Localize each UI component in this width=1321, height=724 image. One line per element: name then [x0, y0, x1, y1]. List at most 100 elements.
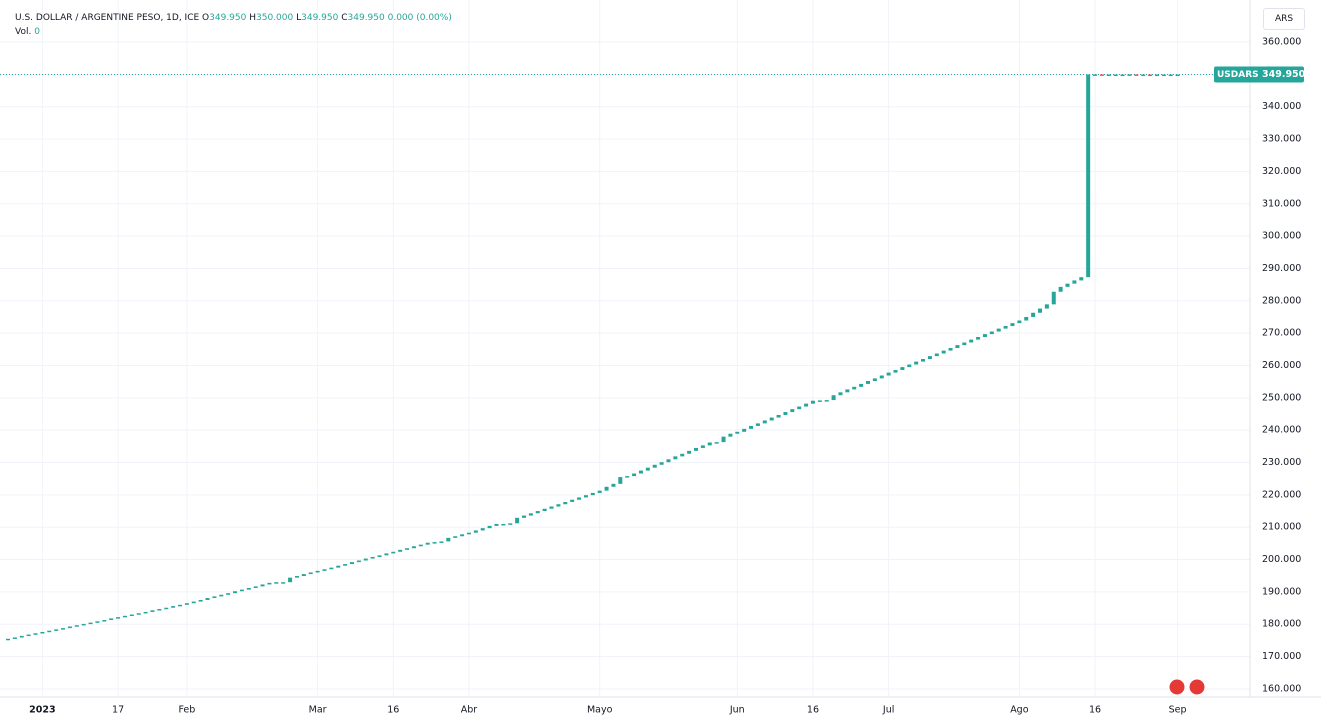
- candle: [611, 483, 616, 487]
- candle: [377, 555, 382, 557]
- candle: [336, 565, 341, 568]
- candle: [1113, 74, 1118, 77]
- candle: [102, 620, 107, 622]
- candle: [1072, 280, 1077, 284]
- candle: [824, 400, 829, 402]
- flag-icon[interactable]: [1188, 678, 1206, 696]
- x-tick-label: Abr: [461, 705, 478, 716]
- candle: [405, 548, 410, 550]
- candle: [12, 637, 17, 639]
- y-tick-label: 250.000: [1262, 392, 1301, 403]
- candle: [363, 558, 368, 561]
- candle: [81, 623, 86, 626]
- candle: [1024, 316, 1029, 321]
- candle: [109, 618, 114, 621]
- candle: [26, 634, 31, 637]
- candle: [67, 626, 72, 629]
- candle: [267, 582, 272, 585]
- candle: [219, 594, 224, 597]
- candle: [563, 501, 568, 505]
- candle: [549, 506, 554, 509]
- candle: [852, 386, 857, 390]
- candle: [528, 513, 533, 516]
- candle: [797, 406, 802, 410]
- candle: [129, 614, 134, 617]
- price-axis: [1250, 0, 1321, 720]
- candle: [294, 576, 299, 578]
- candle: [638, 470, 643, 474]
- candle: [515, 517, 520, 524]
- y-tick-label: 270.000: [1262, 328, 1301, 339]
- candle: [260, 584, 265, 587]
- candle: [460, 534, 465, 537]
- candle: [749, 425, 754, 429]
- candle: [535, 511, 540, 514]
- candle: [742, 428, 747, 432]
- candle: [116, 617, 121, 619]
- candle: [645, 467, 650, 471]
- candle: [659, 462, 664, 465]
- ohlc-key: H: [249, 13, 257, 23]
- candle: [976, 337, 981, 340]
- candle: [19, 635, 24, 638]
- candle: [927, 356, 932, 360]
- candle: [1086, 74, 1091, 278]
- candle: [1038, 308, 1042, 313]
- candle: [171, 606, 176, 608]
- y-tick-label: 320.000: [1262, 166, 1301, 177]
- candle: [246, 588, 251, 590]
- candle: [783, 412, 788, 415]
- candle: [866, 381, 870, 384]
- candle: [40, 631, 45, 634]
- header-line: U.S. DOLLAR / ARGENTINE PESO, 1D, ICE O3…: [15, 11, 452, 25]
- candle: [755, 423, 760, 426]
- x-tick-label: Feb: [178, 705, 195, 716]
- candle: [955, 345, 960, 349]
- candle: [666, 459, 671, 463]
- candle: [157, 609, 162, 611]
- candle: [425, 542, 430, 545]
- candle: [962, 342, 967, 346]
- volume-line: Vol. 0: [15, 25, 452, 39]
- candle: [95, 621, 100, 623]
- candle: [694, 447, 698, 451]
- x-tick-label: Mar: [309, 705, 327, 716]
- y-tick-label: 360.000: [1262, 37, 1301, 48]
- y-tick-label: 260.000: [1262, 360, 1301, 371]
- candle: [859, 383, 864, 387]
- x-tick-label: 2023: [29, 705, 55, 716]
- candle: [191, 601, 196, 604]
- x-tick-label: Mayo: [587, 705, 613, 716]
- candle: [604, 486, 609, 491]
- candle: [625, 476, 630, 478]
- ohlc-value: 349.950: [347, 13, 385, 23]
- candle: [88, 622, 93, 625]
- candle: [184, 603, 189, 605]
- candle: [453, 536, 458, 538]
- y-tick-label: 230.000: [1262, 457, 1301, 468]
- candle: [301, 574, 306, 577]
- x-tick-label: Jun: [729, 705, 745, 716]
- header: U.S. DOLLAR / ARGENTINE PESO, 1D, ICE O3…: [15, 11, 452, 39]
- candle: [900, 367, 905, 371]
- flag-icon[interactable]: [1168, 678, 1186, 696]
- candle: [831, 395, 836, 401]
- candle: [370, 556, 375, 559]
- candle: [1065, 283, 1070, 287]
- candle: [233, 591, 238, 594]
- candle: [735, 431, 740, 434]
- candle: [226, 593, 231, 595]
- x-tick-label: 16: [1089, 705, 1101, 716]
- candle: [1079, 277, 1084, 281]
- candle: [356, 560, 361, 563]
- candle: [1141, 74, 1146, 77]
- candle: [418, 544, 423, 547]
- candle: [1161, 74, 1166, 77]
- candle: [398, 549, 403, 552]
- currency-button[interactable]: ARS: [1263, 8, 1305, 30]
- candle: [996, 328, 1001, 332]
- y-tick-label: 210.000: [1262, 522, 1301, 533]
- candle: [329, 567, 334, 570]
- candle: [1031, 312, 1036, 317]
- volume-label: Vol.: [15, 27, 32, 37]
